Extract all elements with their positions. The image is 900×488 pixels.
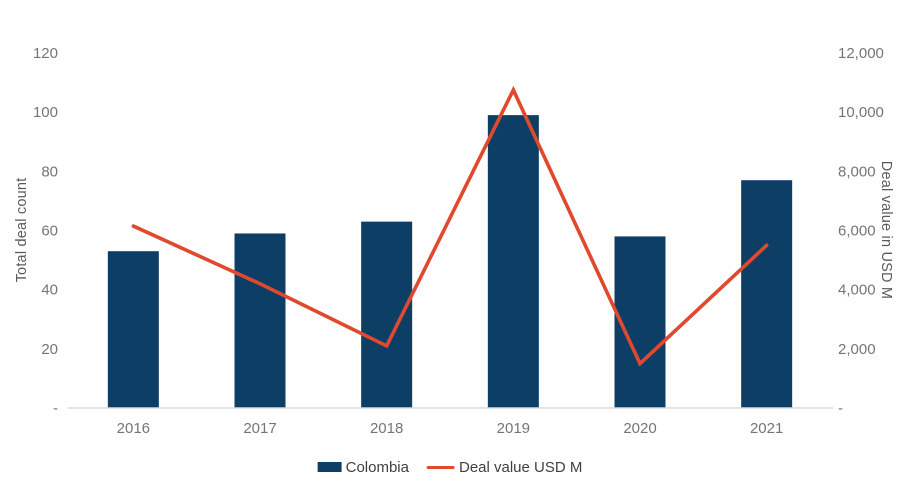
legend: Colombia Deal value USD M — [317, 456, 583, 478]
left-axis-tick-label: 100 — [33, 104, 58, 121]
left-axis-tick-label: 80 — [41, 163, 58, 180]
right-axis-tick-label: - — [838, 400, 843, 417]
right-axis-tick-label: 2,000 — [838, 341, 876, 358]
right-axis-tick-label: 12,000 — [838, 45, 884, 62]
right-axis-tick-label: 10,000 — [838, 104, 884, 121]
x-axis-tick-label: 2020 — [623, 420, 656, 437]
right-axis-tick-label: 4,000 — [838, 282, 876, 299]
right-axis-title: Deal value in USD M — [878, 160, 894, 300]
x-axis-tick-label: 2017 — [243, 420, 276, 437]
bar-2016 — [107, 251, 159, 408]
left-axis-tick-label: 20 — [41, 341, 58, 358]
x-axis-tick-label: 2019 — [497, 420, 530, 437]
legend-item-colombia: Colombia — [317, 458, 409, 476]
left-axis-tick-label: 120 — [33, 45, 58, 62]
right-axis-tick-label: 8,000 — [838, 163, 876, 180]
x-axis-tick-label: 2018 — [370, 420, 403, 437]
legend-item-deal-value: Deal value USD M — [426, 458, 583, 476]
colombia-bar-swatch-icon — [317, 462, 342, 472]
right-axis-tick-label: 6,000 — [838, 223, 876, 240]
bar-2018 — [361, 221, 413, 408]
legend-label-colombia: Colombia — [345, 458, 409, 476]
left-axis-tick-label: 60 — [41, 223, 58, 240]
left-axis-title: Total deal count — [14, 177, 30, 283]
bar-2017 — [234, 233, 286, 408]
deal-value-line — [131, 85, 769, 367]
legend-label-deal-value: Deal value USD M — [458, 458, 583, 476]
deal-value-line-swatch-icon — [426, 465, 455, 469]
bar-2020 — [614, 236, 666, 408]
x-axis-tick-label: 2016 — [117, 420, 150, 437]
left-axis-tick-label: 40 — [41, 282, 58, 299]
x-axis-tick-label: 2021 — [750, 420, 783, 437]
left-axis-tick-label: - — [53, 400, 58, 417]
bar-2021 — [741, 180, 793, 408]
bar-2019 — [487, 115, 539, 408]
